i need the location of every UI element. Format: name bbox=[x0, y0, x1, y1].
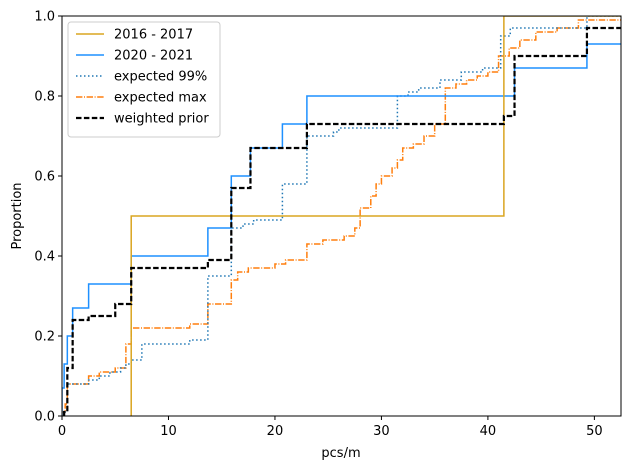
x-tick-label: 0 bbox=[58, 424, 66, 439]
legend-label: 2020 - 2021 bbox=[114, 49, 193, 64]
series-line-4 bbox=[63, 26, 621, 416]
x-tick-label: 40 bbox=[480, 424, 497, 439]
series-layer bbox=[62, 16, 621, 416]
x-tick-label: 30 bbox=[373, 424, 390, 439]
x-axis: 0 10 20 30 40 50 bbox=[58, 416, 603, 439]
x-tick-label: 20 bbox=[267, 424, 284, 439]
y-tick-label: 0.6 bbox=[34, 170, 55, 185]
legend-label: weighted prior bbox=[114, 112, 209, 127]
y-tick-label: 0.8 bbox=[34, 90, 55, 105]
y-axis: 0.0 0.2 0.4 0.6 0.8 1.0 bbox=[34, 10, 62, 425]
legend-box bbox=[67, 21, 221, 138]
y-tick-label: 0.4 bbox=[34, 250, 55, 265]
axes-frame bbox=[61, 15, 622, 417]
legend-label: expected max bbox=[114, 91, 207, 106]
y-axis-title: Proportion bbox=[10, 182, 25, 249]
x-tick-label: 50 bbox=[586, 424, 603, 439]
y-tick-label: 1.0 bbox=[34, 10, 55, 25]
series-line-2 bbox=[63, 16, 621, 416]
x-axis-title: pcs/m bbox=[321, 446, 360, 461]
y-tick-label: 0.0 bbox=[34, 410, 55, 425]
series-line-3 bbox=[62, 19, 621, 416]
y-tick-label: 0.2 bbox=[34, 330, 55, 345]
x-tick-label: 10 bbox=[160, 424, 177, 439]
legend: 2016 - 2017 2020 - 2021 expected 99% expect… bbox=[67, 21, 221, 138]
legend-label: expected 99% bbox=[114, 70, 207, 85]
legend-label: 2016 - 2017 bbox=[114, 28, 193, 43]
series-line-1 bbox=[62, 43, 621, 416]
